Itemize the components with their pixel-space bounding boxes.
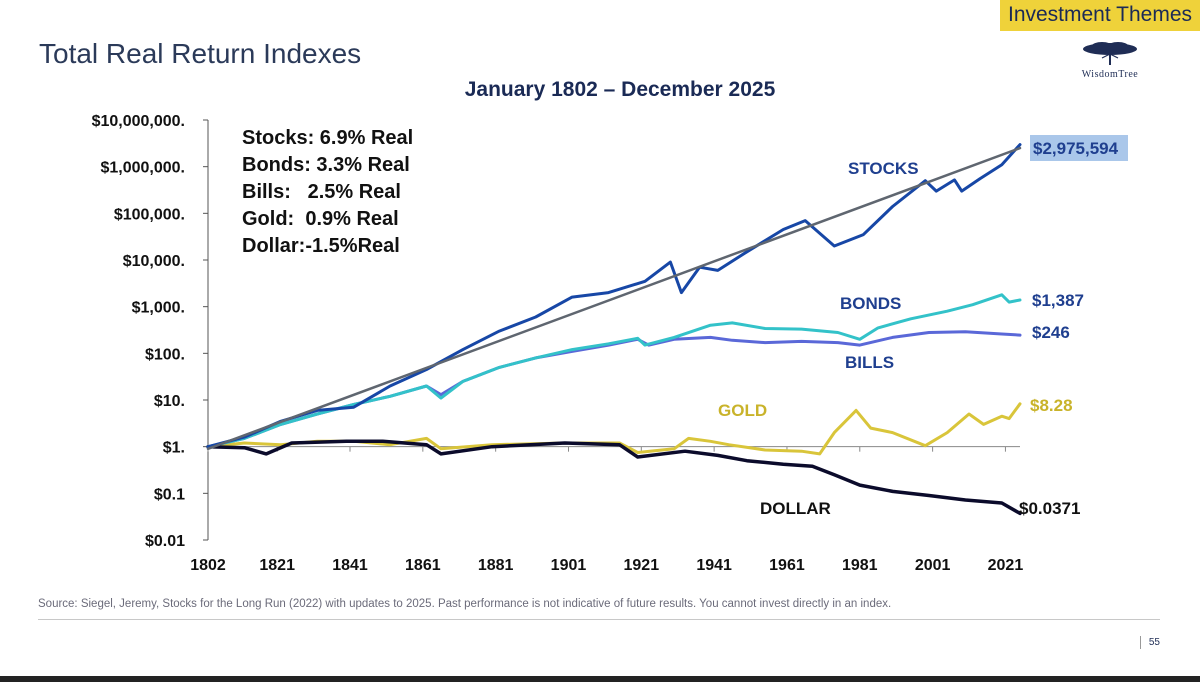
y-tick-label: $0.01: [145, 533, 185, 550]
stat-line: Bonds: 3.3% Real: [242, 154, 410, 176]
y-tick-label: $10,000.: [123, 253, 185, 270]
gold-label: GOLD: [718, 401, 767, 420]
y-tick-label: $1,000.: [132, 300, 185, 317]
y-tick-label: $0.1: [154, 486, 185, 503]
y-tick-label: $1.: [163, 440, 185, 457]
x-tick-label: 1961: [769, 557, 805, 574]
bonds-end-value: $1,387: [1032, 291, 1084, 310]
chart: $10,000,000. $1,000,000. $100,000. $10,000.…: [92, 113, 1128, 574]
y-tick-label: $1,000,000.: [100, 160, 185, 177]
footer-divider: [38, 619, 1160, 620]
series-layer: [206, 143, 1022, 516]
x-tick-label: 1861: [405, 557, 441, 574]
chart-title: January 1802 – December 2025: [464, 78, 776, 101]
bills-end-value: $246: [1032, 323, 1070, 342]
y-tick-label: $10,000,000.: [92, 113, 185, 130]
y-tick-label: $10.: [154, 393, 185, 410]
x-tick-label: 1981: [842, 557, 878, 574]
dollar-series-line: [206, 439, 1022, 516]
axis-layer: $10,000,000. $1,000,000. $100,000. $10,000.…: [92, 113, 1024, 574]
x-tick-label: 1841: [332, 557, 368, 574]
tree-icon: [1083, 42, 1137, 65]
bonds-series-line: [206, 293, 1022, 449]
label-layer: Stocks: 6.9% Real Bonds: 3.3% Real Bills: …: [242, 127, 1128, 518]
x-tick-label: 1921: [624, 557, 660, 574]
bills-label: BILLS: [845, 353, 894, 372]
page-number: 55: [1139, 636, 1160, 649]
wisdomtree-logo: WisdomTree: [1060, 40, 1160, 80]
x-tick-label: 2021: [988, 557, 1024, 574]
stat-line: Dollar:-1.5%Real: [242, 235, 400, 257]
stocks-value-highlight: [1030, 135, 1128, 161]
x-tick-label: 1941: [696, 557, 732, 574]
bills-series-line: [206, 330, 1022, 449]
y-tick-label: $100,000.: [114, 206, 185, 223]
y-tick-label: $100.: [145, 346, 185, 363]
x-tick-label: 1821: [259, 557, 295, 574]
x-tick-label: 2001: [915, 557, 951, 574]
x-tick-label: 1802: [190, 557, 226, 574]
gold-series-line: [206, 402, 1022, 456]
stocks-label: STOCKS: [848, 159, 919, 178]
stat-line: Bills: 2.5% Real: [242, 181, 401, 203]
stocks-series-line: [206, 143, 1022, 449]
dollar-label: DOLLAR: [760, 499, 831, 518]
bottom-bar: [0, 676, 1200, 682]
logo-wordmark: WisdomTree: [1081, 69, 1139, 80]
source-note: Source: Siegel, Jeremy, Stocks for the L…: [38, 598, 892, 610]
trend-series-line: [206, 146, 1022, 451]
page-title: Total Real Return Indexes: [39, 38, 362, 69]
investment-themes-tag: Investment Themes: [1000, 0, 1200, 31]
x-tick-label: 1881: [478, 557, 514, 574]
gold-end-value: $8.28: [1030, 396, 1073, 415]
bonds-label: BONDS: [840, 294, 901, 313]
stat-line: Gold: 0.9% Real: [242, 208, 399, 230]
stocks-end-value: $2,975,594: [1033, 139, 1119, 158]
stat-line: Stocks: 6.9% Real: [242, 127, 413, 149]
dollar-end-value: $0.0371: [1019, 499, 1080, 518]
x-tick-label: 1901: [551, 557, 587, 574]
